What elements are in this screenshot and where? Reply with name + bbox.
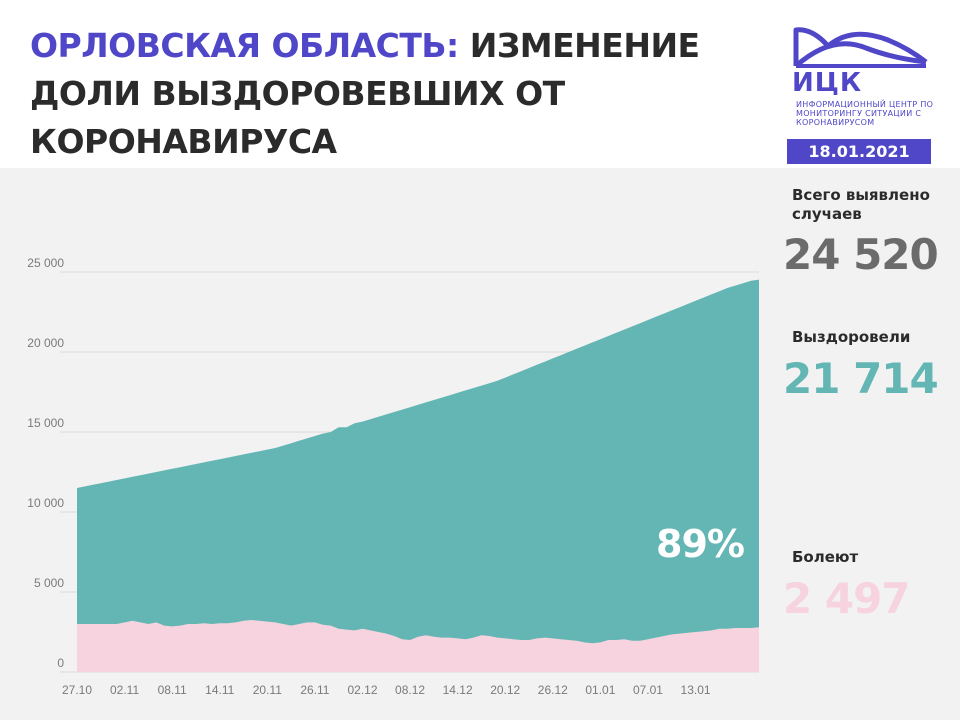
y-tick-label: 25 000 [27,256,64,270]
x-tick-label: 27.10 [62,683,92,697]
x-tick-label: 26.11 [300,683,329,697]
title-rest: ИЗМЕНЕНИЕ ДОЛИ ВЫЗДОРОВЕВШИХ ОТ КОРОНАВИ… [30,26,700,161]
area-chart: 0 5 000 10 000 15 000 20 000 25 000 27.10 02.11… [27,256,759,697]
recovered-label: Выздоровели [792,328,911,346]
x-tick-label: 08.12 [395,683,425,697]
sick-value: 2 497 [783,574,911,623]
chart-panel: 0 5 000 10 000 15 000 20 000 25 000 27.10 02.11… [0,168,960,720]
series-area-sick [77,620,759,672]
total-label: Всего выявлено случаев [792,186,930,223]
recovered-value: 21 714 [783,354,939,403]
y-tick-label: 5 000 [34,576,64,590]
x-tick-label: 14.12 [443,683,473,697]
title-region: ОРЛОВСКАЯ ОБЛАСТЬ: [30,26,459,65]
y-tick-label: 0 [57,656,64,670]
x-tick-label: 08.11 [158,683,187,697]
logo-name: ИЦК [792,68,863,98]
x-tick-label: 26.12 [538,683,568,697]
y-tick-label: 15 000 [27,416,64,430]
logo-subtitle: ИНФОРМАЦИОННЫЙ ЦЕНТР ПО МОНИТОРИНГУ СИТУ… [796,100,934,127]
x-tick-label: 13.01 [681,683,711,697]
page-title: ОРЛОВСКАЯ ОБЛАСТЬ: ИЗМЕНЕНИЕ ДОЛИ ВЫЗДОР… [30,22,730,166]
recovered-share-label: 89% [656,522,745,566]
series-area-total [77,279,759,672]
x-tick-label: 02.11 [110,683,139,697]
x-tick-label: 07.01 [633,683,663,697]
date-badge: 18.01.2021 [787,139,931,164]
sick-label: Болеют [792,548,859,566]
y-tick-label: 10 000 [27,496,64,510]
x-tick-label: 14.11 [205,683,234,697]
logo-mark-icon [793,27,928,68]
y-tick-label: 20 000 [27,336,64,350]
x-tick-label: 02.12 [347,683,377,697]
x-tick-label: 01.01 [585,683,615,697]
total-value: 24 520 [783,230,939,279]
x-tick-label: 20.11 [253,683,282,697]
x-tick-label: 20.12 [490,683,520,697]
